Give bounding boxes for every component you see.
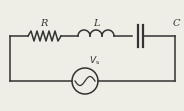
Text: L: L — [93, 19, 99, 28]
Text: R: R — [40, 19, 48, 28]
Text: C: C — [172, 19, 180, 28]
Text: $V_{\mathrm{s}}$: $V_{\mathrm{s}}$ — [89, 55, 100, 67]
